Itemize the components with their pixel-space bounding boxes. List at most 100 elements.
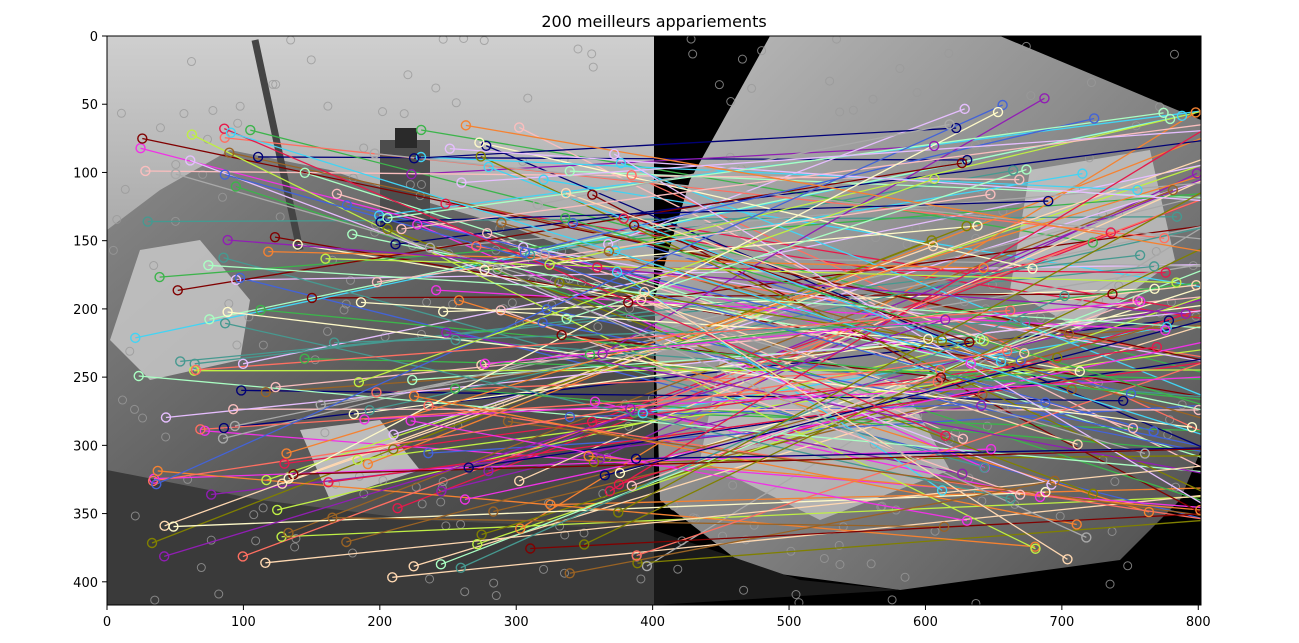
match-keypoint-left: [388, 444, 399, 455]
match-line: [227, 239, 1186, 315]
match-keypoint-right: [1253, 316, 1262, 325]
match-keypoint-right: [1007, 165, 1019, 176]
match-line: [636, 447, 1201, 460]
match-keypoint-right: [1272, 299, 1281, 308]
match-keypoint-left: [369, 148, 380, 159]
match-keypoint-left: [483, 161, 494, 173]
match-keypoint-right: [1030, 543, 1041, 554]
keypoint: [249, 510, 259, 520]
match-keypoint-right: [1040, 486, 1051, 498]
keypoint: [819, 204, 829, 214]
keypoint: [208, 105, 218, 115]
keypoint: [560, 568, 570, 578]
keypoint: [179, 109, 189, 119]
match-line: [209, 118, 1171, 320]
match-keypoint-left: [327, 512, 338, 523]
match-keypoint-left: [609, 148, 620, 160]
match-keypoint-right: [975, 333, 986, 345]
keypoint: [1165, 415, 1175, 425]
match-keypoint-right: [936, 485, 948, 496]
x-tick-label: 300: [504, 615, 529, 630]
match-keypoint-left: [277, 478, 288, 489]
match-line: [346, 313, 1201, 543]
match-line: [152, 350, 1008, 482]
plot-area: [107, 36, 1281, 605]
match-keypoint-right: [1072, 439, 1083, 450]
match-keypoint-left: [625, 403, 636, 414]
match-keypoint-left: [611, 266, 623, 278]
match-line: [225, 322, 1011, 500]
match-line: [583, 248, 1201, 546]
match-keypoint-left: [415, 151, 427, 163]
match-keypoint-right: [1204, 509, 1213, 518]
match-keypoint-left: [371, 387, 382, 398]
keypoint: [523, 93, 533, 103]
match-keypoint-left: [560, 212, 571, 224]
match-keypoint-right: [1020, 316, 1031, 328]
match-keypoint-left: [603, 246, 615, 257]
match-keypoint-left: [518, 242, 529, 253]
match-keypoint-left: [261, 474, 272, 486]
keypoint: [673, 564, 683, 574]
match-keypoint-right: [1127, 422, 1139, 434]
keypoint: [791, 590, 801, 600]
match-keypoint-left: [456, 177, 467, 188]
match-keypoint-right: [972, 220, 983, 232]
match-keypoint-left: [564, 568, 575, 579]
match-keypoint-left: [224, 147, 235, 158]
keypoint: [451, 98, 461, 108]
match-keypoint-left: [315, 399, 326, 410]
match-line: [559, 282, 942, 342]
match-keypoint-right: [985, 443, 997, 455]
keypoint: [378, 107, 388, 117]
keypoint: [489, 578, 499, 588]
match-keypoint-right: [1005, 493, 1016, 505]
match-keypoint-right: [1231, 319, 1240, 328]
match-keypoint-right: [1200, 394, 1201, 399]
y-tick-label: 250: [73, 371, 98, 386]
match-line: [387, 112, 1164, 219]
match-keypoint-left: [441, 327, 452, 338]
keypoint: [987, 280, 997, 290]
match-keypoint-right: [1074, 366, 1086, 377]
match-keypoint-right: [961, 221, 972, 232]
match-keypoint-left: [471, 241, 482, 252]
match-line: [537, 123, 950, 206]
x-tick-label: 400: [640, 615, 665, 630]
match-endpoints: [130, 93, 1281, 583]
match-keypoint-left: [436, 485, 447, 497]
match-keypoint-left: [390, 239, 401, 250]
match-keypoint-right: [1195, 504, 1201, 516]
match-keypoint-left: [283, 527, 294, 539]
keypoint: [417, 499, 427, 509]
match-keypoint-right: [992, 106, 1004, 118]
match-keypoint-left: [170, 168, 181, 180]
match-line: [594, 401, 1041, 498]
match-line: [227, 311, 1193, 428]
match-keypoint-right: [1186, 422, 1198, 433]
match-line: [360, 301, 929, 340]
match-keypoint-left: [449, 383, 461, 394]
match-keypoint-left: [203, 260, 214, 271]
keypoint: [544, 498, 554, 508]
match-keypoint-left: [217, 433, 229, 444]
match-keypoint-right: [1040, 397, 1051, 408]
match-keypoint-right: [1059, 290, 1070, 302]
match-line: [367, 137, 1201, 465]
match-keypoint-right: [1081, 532, 1092, 543]
keypoint: [971, 598, 981, 605]
y-tick-label: 50: [81, 98, 98, 113]
keypoint: [1169, 49, 1179, 59]
match-keypoint-left: [382, 223, 393, 235]
keypoint: [232, 340, 242, 350]
match-keypoint-left: [444, 143, 456, 154]
keypoint: [203, 134, 213, 144]
match-keypoint-left: [172, 285, 183, 296]
match-keypoint-right: [1043, 195, 1054, 207]
keypoint: [1123, 561, 1133, 571]
match-keypoint-left: [588, 456, 600, 468]
match-keypoint-right: [936, 335, 948, 346]
match-line: [325, 258, 1177, 284]
match-keypoint-left: [407, 374, 418, 386]
match-line: [569, 480, 1055, 574]
